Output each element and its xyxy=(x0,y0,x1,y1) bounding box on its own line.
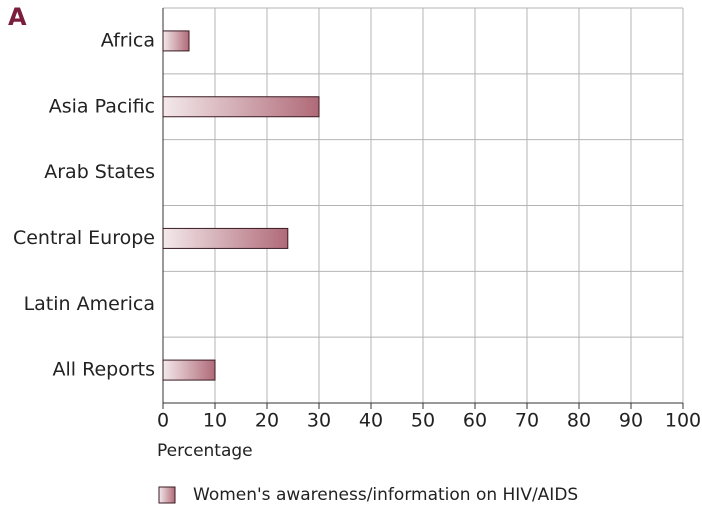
bar xyxy=(162,30,190,52)
x-axis-label: Percentage xyxy=(157,441,253,461)
x-tick-label: 30 xyxy=(307,410,331,432)
x-tick-label: 40 xyxy=(359,410,383,432)
y-tick-label: Arab States xyxy=(44,161,155,183)
bar xyxy=(162,96,320,118)
bar xyxy=(162,359,216,381)
legend-swatch xyxy=(158,486,176,504)
y-tick-label: All Reports xyxy=(53,359,155,381)
x-tick-label: 90 xyxy=(619,410,643,432)
x-tick-label: 60 xyxy=(463,410,487,432)
y-tick-label: Africa xyxy=(101,29,155,51)
y-tick-label: Latin America xyxy=(24,293,155,315)
x-tick-label: 70 xyxy=(515,410,539,432)
x-tick-label: 100 xyxy=(665,410,701,432)
y-tick-label: Central Europe xyxy=(13,227,155,249)
x-tick-label: 50 xyxy=(411,410,435,432)
y-tick-label: Asia Pacific xyxy=(49,95,155,117)
x-tick-label: 10 xyxy=(203,410,227,432)
x-tick-label: 20 xyxy=(255,410,279,432)
panel-label: A xyxy=(8,3,27,31)
x-tick-label: 0 xyxy=(157,410,169,432)
x-tick-label: 80 xyxy=(567,410,591,432)
legend-label: Women's awareness/information on HIV/AID… xyxy=(193,485,578,505)
bar xyxy=(162,227,289,249)
